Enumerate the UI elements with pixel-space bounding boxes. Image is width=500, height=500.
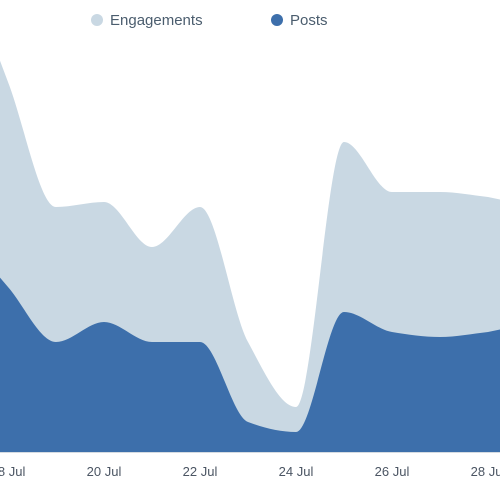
legend-item-posts[interactable]: Posts [271, 12, 328, 29]
series-area-posts[interactable] [0, 277, 500, 452]
x-tick-label: 18 Jul [0, 464, 25, 479]
x-tick-label: 28 Jul [471, 464, 500, 479]
legend-marker-posts [271, 14, 283, 26]
x-tick-label: 26 Jul [375, 464, 410, 479]
x-tick-label: 22 Jul [183, 464, 218, 479]
legend-label-engagements: Engagements [110, 12, 203, 29]
x-axis-ticks: 18 Jul 20 Jul 22 Jul 24 Jul 26 Jul 28 Jul [0, 464, 500, 479]
plot-area [0, 60, 500, 452]
legend-label-posts: Posts [290, 12, 328, 29]
legend-marker-engagements [91, 14, 103, 26]
legend: Engagements Posts [91, 12, 328, 29]
legend-item-engagements[interactable]: Engagements [91, 12, 203, 29]
x-tick-label: 20 Jul [87, 464, 122, 479]
x-tick-label: 24 Jul [279, 464, 314, 479]
